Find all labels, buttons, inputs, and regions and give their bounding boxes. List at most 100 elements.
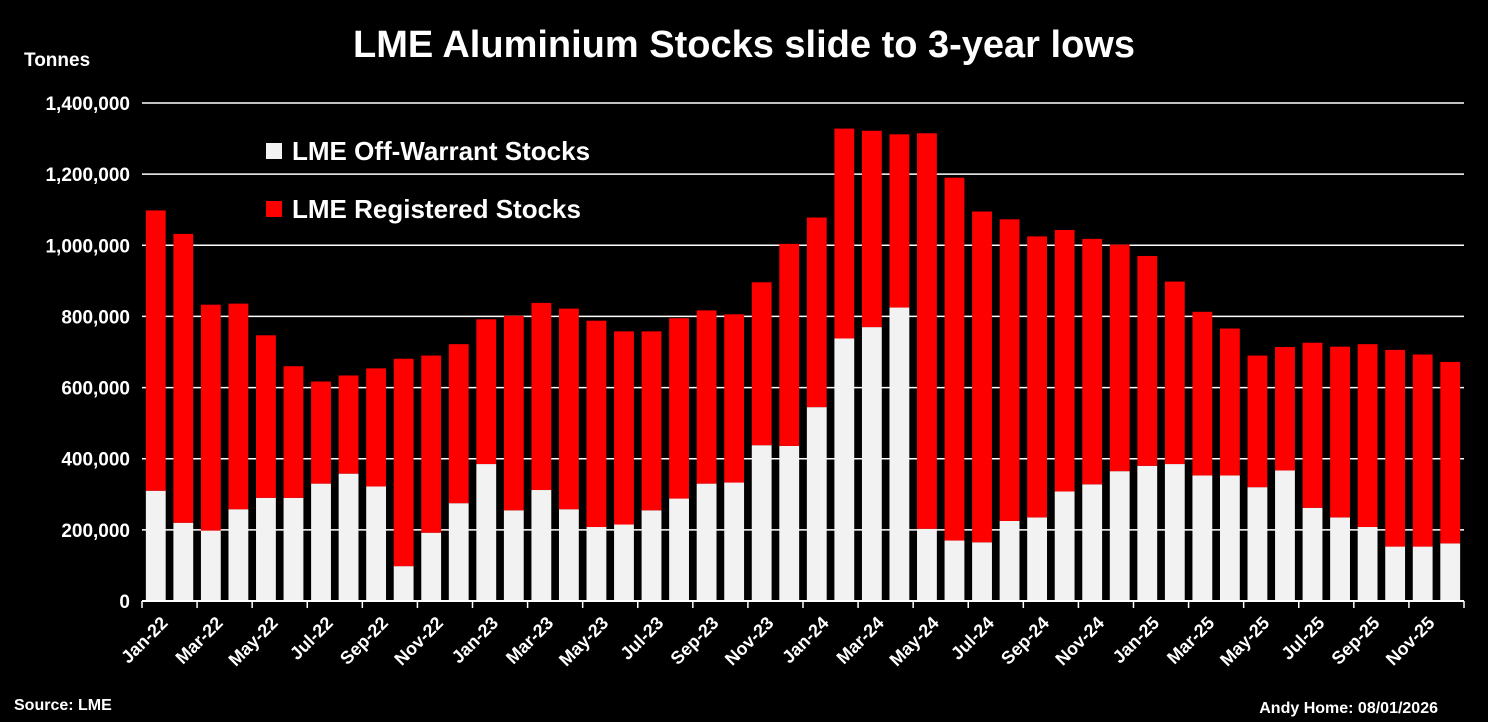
y-tick-label: 400,000 — [61, 450, 130, 471]
x-tick-label: Jul-23 — [616, 613, 667, 664]
bar-registered — [1275, 347, 1295, 471]
bar-registered — [806, 217, 827, 408]
y-tick-label: 800,000 — [61, 307, 130, 328]
bar-off-warrant — [1219, 475, 1240, 601]
bar-off-warrant — [228, 509, 249, 601]
bar-off-warrant — [779, 445, 800, 601]
bar-off-warrant — [1054, 491, 1075, 601]
bar-off-warrant — [173, 522, 194, 601]
bar-registered — [779, 243, 800, 446]
bar-off-warrant — [256, 497, 276, 601]
bar-off-warrant — [476, 464, 497, 601]
bar-off-warrant — [751, 445, 772, 601]
x-tick-label: May-25 — [1216, 613, 1273, 670]
bar-registered — [944, 177, 965, 541]
x-tick-label: Mar-24 — [833, 613, 888, 668]
x-tick-label: May-22 — [225, 613, 282, 670]
x-tick-label: May-24 — [886, 613, 943, 670]
bar-off-warrant — [1357, 527, 1378, 601]
bar-registered — [669, 318, 689, 499]
bar-off-warrant — [145, 490, 166, 601]
bar-off-warrant — [393, 566, 414, 601]
x-tick-label: Jul-24 — [947, 613, 998, 664]
bar-off-warrant — [586, 527, 607, 601]
bar-off-warrant — [669, 498, 689, 601]
author-credit: Andy Home: 08/01/2026 — [1259, 700, 1438, 717]
bar-off-warrant — [972, 542, 992, 601]
bar-off-warrant — [999, 520, 1020, 601]
bar-off-warrant — [1082, 484, 1103, 601]
bar-off-warrant — [1440, 543, 1461, 601]
x-tick-label: Jan-23 — [448, 613, 502, 667]
bar-off-warrant — [641, 510, 662, 601]
y-tick-label: 0 — [119, 592, 130, 613]
bar-off-warrant — [448, 503, 469, 601]
bar-off-warrant — [338, 473, 359, 601]
bar-registered — [751, 282, 772, 446]
bar-registered — [917, 133, 937, 529]
x-tick-label: Jan-25 — [1109, 613, 1163, 667]
bar-off-warrant — [806, 407, 827, 601]
bar-off-warrant — [1109, 471, 1130, 601]
bar-registered — [696, 310, 717, 484]
bar-registered — [1247, 355, 1268, 488]
x-tick-label: Jul-22 — [286, 613, 337, 664]
bar-off-warrant — [531, 490, 552, 601]
bar-off-warrant — [1275, 470, 1295, 601]
x-tick-label: Nov-22 — [390, 613, 447, 670]
bar-registered — [1357, 344, 1378, 528]
bar-registered — [972, 211, 992, 543]
x-tick-label: Mar-25 — [1163, 613, 1218, 668]
bar-off-warrant — [614, 524, 634, 601]
bar-registered — [1027, 236, 1048, 518]
bar-registered — [366, 368, 387, 487]
bar-off-warrant — [889, 307, 910, 601]
bar-registered — [834, 128, 855, 339]
bar-registered — [1164, 281, 1185, 465]
bar-off-warrant — [366, 486, 387, 601]
bar-registered — [531, 302, 552, 491]
x-tick-label: Sep-23 — [667, 613, 723, 669]
bar-registered — [228, 303, 249, 510]
bar-registered — [1440, 361, 1461, 544]
bar-off-warrant — [1164, 464, 1185, 601]
x-tick-label: May-23 — [555, 613, 612, 670]
y-axis-label: Tonnes — [24, 50, 91, 71]
legend-label-off-warrant: LME Off-Warrant Stocks — [292, 135, 591, 166]
y-tick-label: 1,400,000 — [45, 94, 130, 115]
bar-off-warrant — [503, 510, 524, 601]
bar-off-warrant — [1302, 507, 1323, 601]
legend-swatch-off-warrant — [266, 143, 282, 159]
bar-registered — [999, 219, 1020, 521]
legend-label-registered: LME Registered Stocks — [292, 193, 581, 224]
x-tick-label: Mar-23 — [502, 613, 557, 668]
bar-off-warrant — [1247, 487, 1268, 601]
bar-registered — [200, 304, 221, 531]
y-tick-label: 1,200,000 — [45, 165, 130, 186]
bar-off-warrant — [200, 530, 221, 601]
bar-off-warrant — [861, 327, 882, 601]
bar-registered — [724, 314, 745, 483]
source-note: Source: LME — [14, 697, 112, 714]
bar-off-warrant — [1192, 475, 1213, 601]
legend-swatch-registered — [266, 201, 282, 217]
x-tick-label: Jan-24 — [778, 613, 832, 667]
bar-off-warrant — [917, 528, 937, 601]
x-tick-label: Nov-24 — [1051, 613, 1108, 670]
bar-registered — [1192, 311, 1213, 476]
bar-off-warrant — [1412, 546, 1433, 601]
bar-off-warrant — [283, 497, 304, 601]
x-tick-label: Jan-22 — [117, 613, 171, 667]
legend: LME Off-Warrant Stocks LME Registered St… — [266, 122, 590, 238]
bar-registered — [338, 375, 359, 474]
bar-off-warrant — [1027, 517, 1048, 601]
bar-registered — [1412, 354, 1433, 547]
bar-registered — [1219, 328, 1240, 476]
bar-registered — [641, 331, 662, 511]
bar-off-warrant — [1137, 465, 1158, 601]
bar-registered — [1302, 342, 1323, 508]
bar-registered — [1082, 238, 1103, 485]
bar-off-warrant — [311, 483, 331, 601]
bar-off-warrant — [724, 482, 745, 601]
